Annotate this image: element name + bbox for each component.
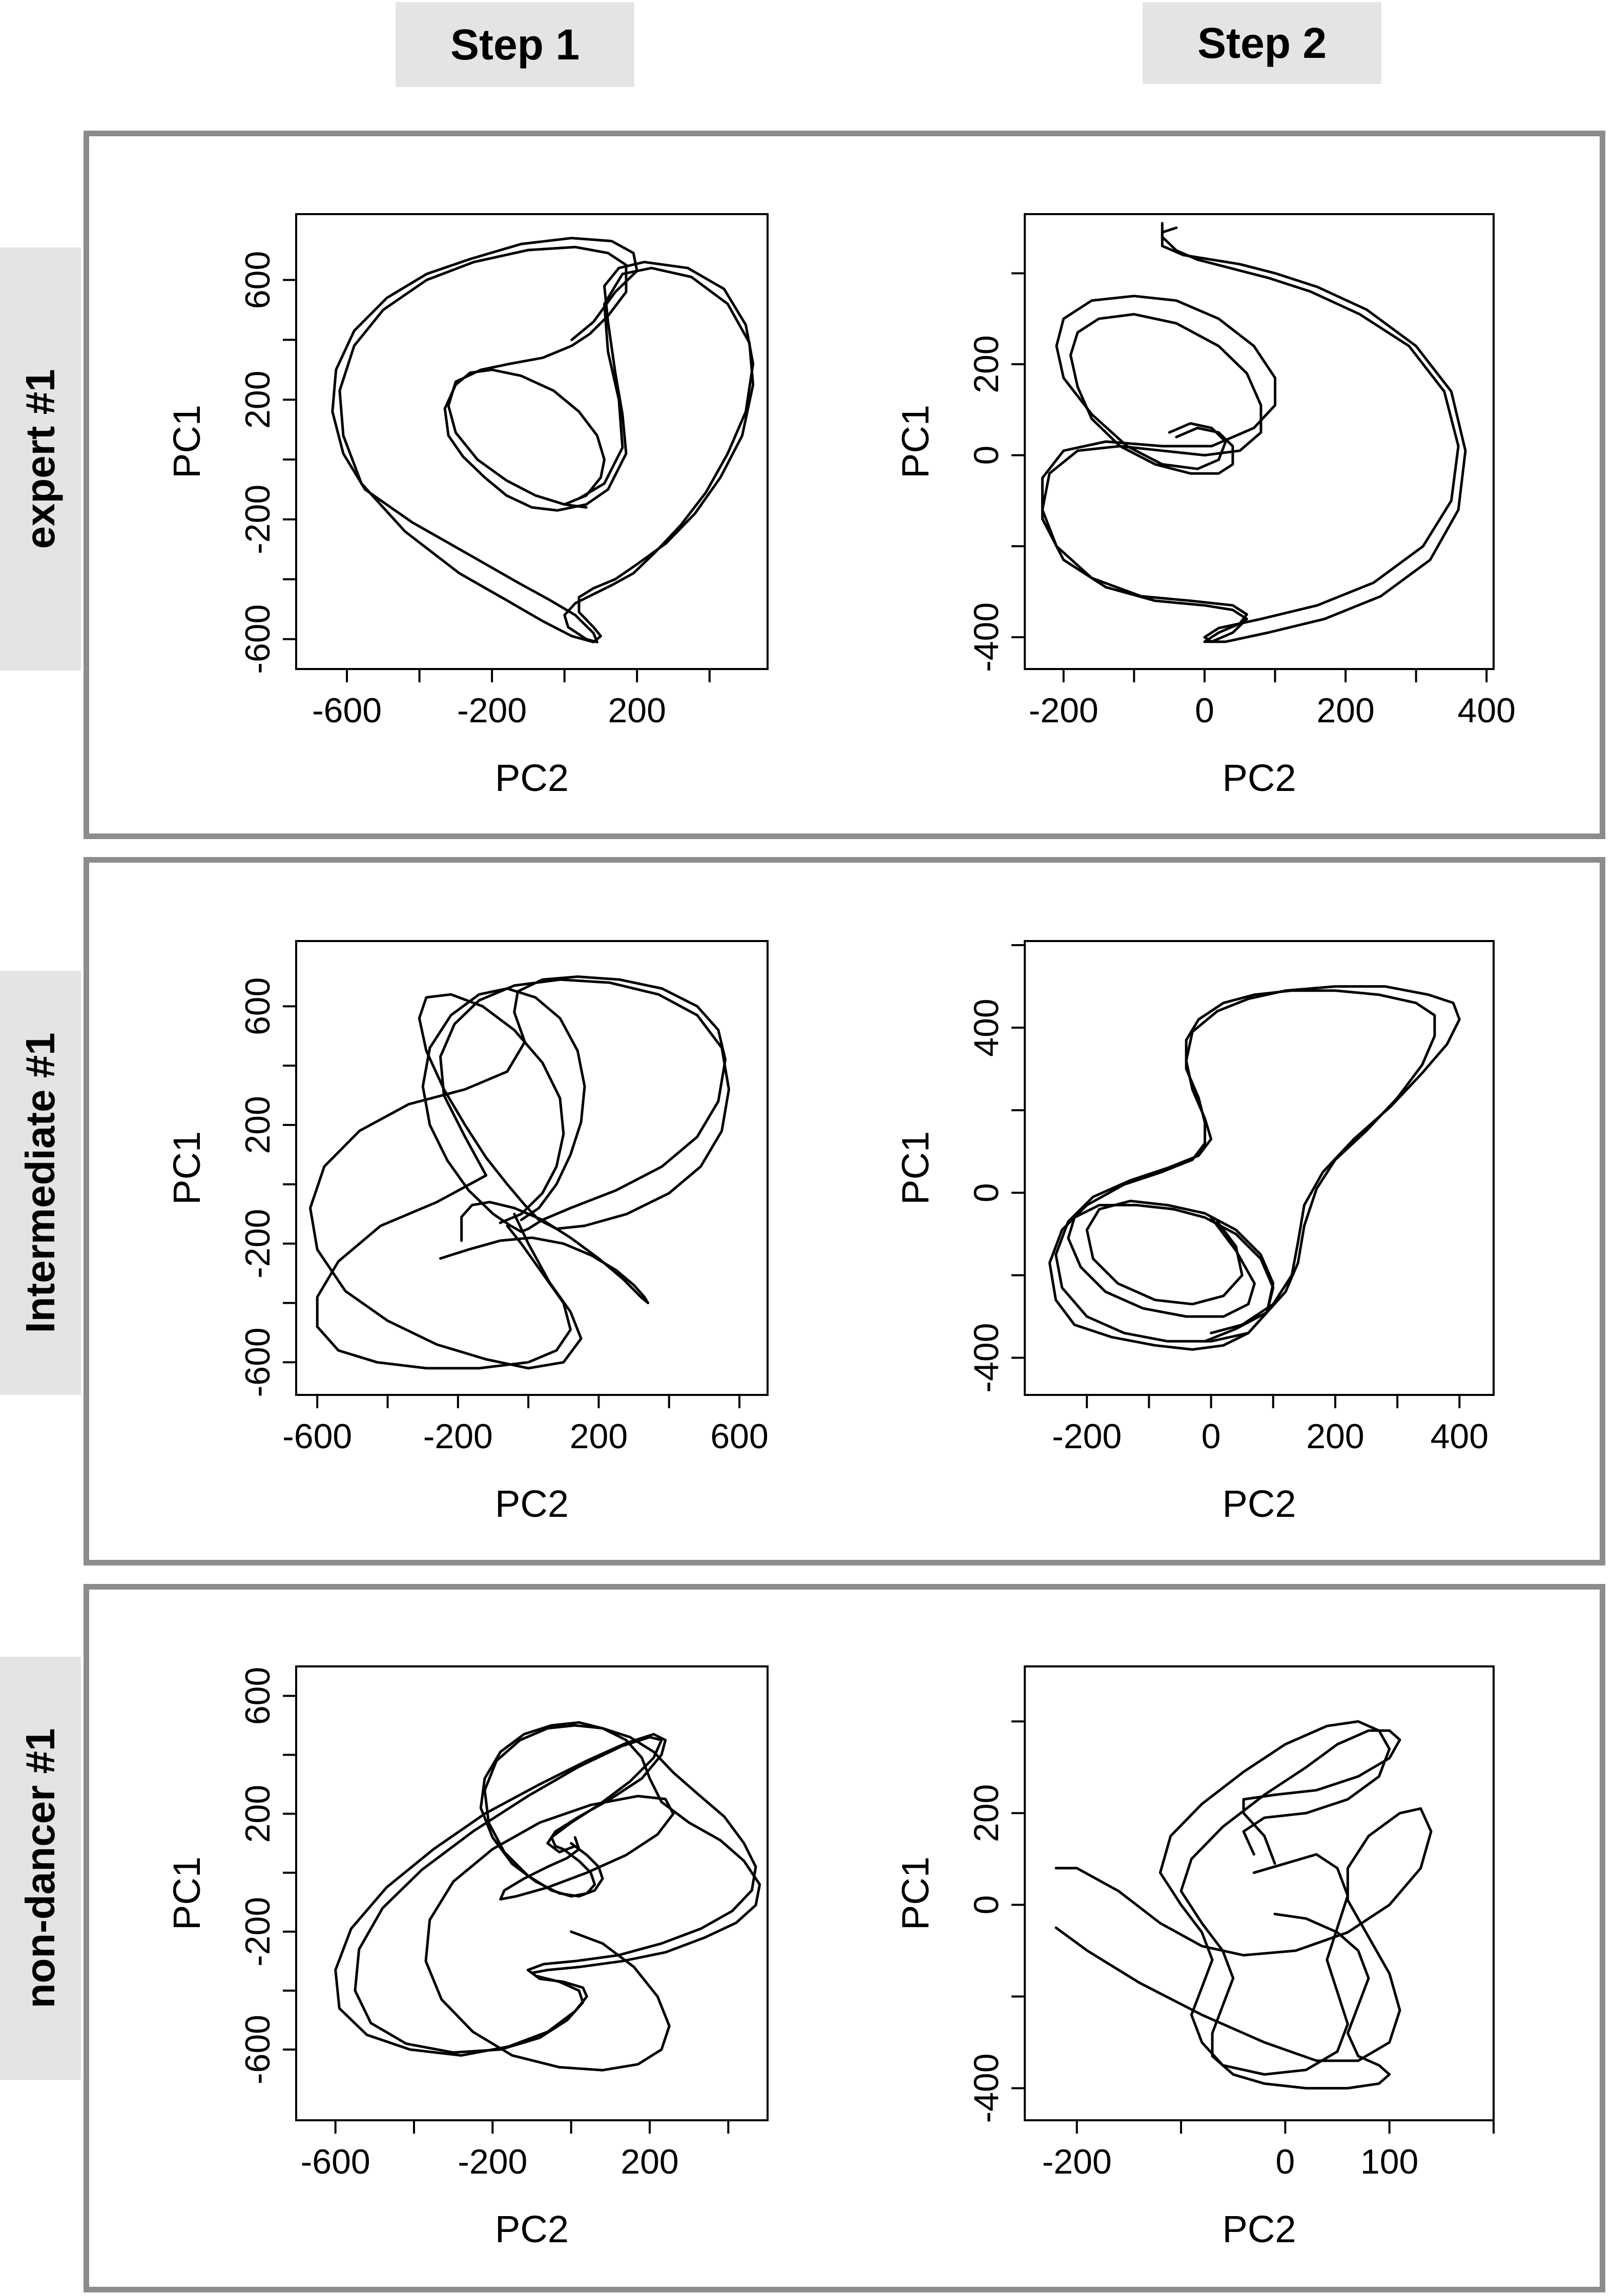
chart-3-x-tick-label: 400 [1431,1417,1488,1456]
chart-3-trajectory-0 [1048,989,1436,1351]
chart-0-y-tick-label: 600 [238,251,277,309]
chart-3-x-tick-label: 200 [1306,1417,1364,1456]
chart-3-y-tick-label: -400 [967,1323,1006,1392]
chart-2-trajectory-2 [439,1201,650,1304]
chart-1-x-tick-label: 400 [1458,691,1516,730]
chart-3-x-tick-label: -200 [1052,1417,1122,1456]
chart-2-y-tick-label: -600 [238,1327,277,1397]
chart-0-trajectory-1 [338,245,755,643]
chart-1-y-tick-label: -400 [967,602,1006,672]
chart-0-y-tick-label: -600 [238,604,277,674]
chart-5-y-tick-label: 200 [967,1784,1006,1842]
chart-3-y-tick-label: 400 [967,998,1006,1056]
chart-1-x-tick-label: 0 [1195,691,1214,730]
chart-4-y-tick-label: -600 [238,2015,277,2084]
chart-2-x-tick-label: -200 [423,1417,493,1456]
chart-5-trajectory-1 [1159,1720,1391,2076]
chart-3-trajectory-1 [1054,985,1461,1343]
chart-3-x-tick-label: 0 [1202,1417,1221,1456]
chart-0-x-tick-label: -600 [312,691,382,730]
chart-2-plot-area [295,940,769,1396]
chart-1-trajectory-1 [1041,222,1460,643]
chart-3-y-tick-label: 0 [967,1183,1006,1202]
chart-5-x-axis-label: PC2 [1223,2208,1296,2250]
chart-4-plot-area [295,1665,769,2121]
chart-1-plot-area [1024,213,1495,670]
chart-5-y-axis-label: PC1 [894,1856,937,1930]
chart-5-x-tick-label: 100 [1360,2142,1418,2181]
chart-1-trajectory-0 [1041,226,1467,643]
chart-4-trajectory-2 [424,1794,675,2072]
chart-5-plot-area [1024,1665,1495,2121]
chart-1-x-tick-label: -200 [1029,691,1099,730]
chart-0-y-tick-label: 200 [238,370,277,428]
chart-4-x-tick-label: -600 [301,2142,370,2181]
chart-3-plot-area [1024,940,1495,1396]
chart-5-x-tick-label: -200 [1042,2142,1112,2181]
chart-4-y-axis-label: PC1 [166,1856,208,1930]
chart-4-y-tick-label: 600 [238,1667,277,1725]
panel-frame-expert [84,131,1605,839]
chart-5-trajectory-0 [1180,1729,1401,2090]
chart-4-x-axis-label: PC2 [495,2208,569,2250]
chart-5-y-tick-label: 0 [967,1895,1006,1914]
chart-0-trajectory-0 [331,237,755,643]
panel-frame-non-dancer [84,1584,1605,2292]
chart-2-y-tick-label: 200 [238,1096,277,1154]
chart-4-x-tick-label: -200 [458,2142,527,2181]
chart-4-y-tick-label: 200 [238,1785,277,1843]
chart-2-x-tick-label: -600 [282,1417,352,1456]
chart-0-y-tick-label: -200 [238,485,277,554]
column-label-step-2: Step 2 [1143,2,1381,84]
chart-4-trajectory-1 [354,1724,757,2054]
chart-2-y-axis-label: PC1 [166,1131,208,1205]
chart-1-x-axis-label: PC2 [1223,757,1296,799]
chart-0-x-tick-label: -200 [457,691,527,730]
chart-5-x-tick-label: 0 [1275,2142,1295,2181]
chart-1-y-tick-label: 0 [967,446,1006,465]
chart-4-x-tick-label: 200 [621,2142,678,2181]
panel-frame-intermediate [84,857,1605,1566]
chart-2-x-tick-label: 600 [710,1417,768,1456]
chart-3-x-axis-label: PC2 [1223,1483,1296,1525]
chart-2-y-tick-label: 600 [238,977,277,1035]
chart-2-trajectory-1 [316,978,730,1370]
chart-2-x-tick-label: 200 [570,1417,628,1456]
chart-1-y-axis-label: PC1 [894,405,937,478]
chart-0-plot-area [295,213,769,670]
row-label-expert: expert #1 [0,247,81,671]
chart-1-x-tick-label: 200 [1316,691,1374,730]
chart-3-y-axis-label: PC1 [894,1131,937,1205]
row-label-non-dancer: non-dancer #1 [0,1657,81,2080]
column-label-step-1: Step 1 [396,2,634,87]
chart-5-trajectory-2 [1054,1807,1433,2062]
chart-4-y-tick-label: -200 [238,1897,277,1967]
chart-0-y-axis-label: PC1 [166,405,208,478]
chart-1-y-tick-label: 200 [967,335,1006,393]
chart-2-x-axis-label: PC2 [495,1483,569,1525]
chart-5-y-tick-label: -400 [967,2053,1006,2123]
chart-2-y-tick-label: -200 [238,1209,277,1279]
chart-0-x-tick-label: 200 [608,691,666,730]
chart-0-x-axis-label: PC2 [495,757,569,799]
row-label-intermediate: Intermediate #1 [0,971,81,1395]
